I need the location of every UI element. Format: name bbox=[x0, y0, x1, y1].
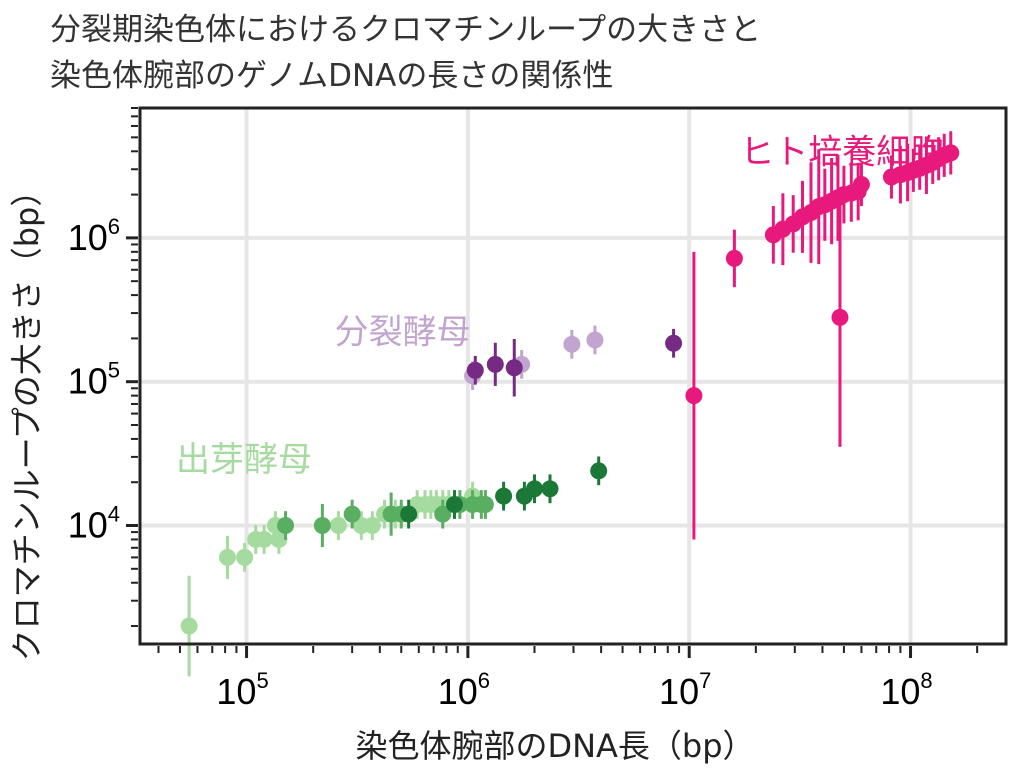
x-tick-label: 108 bbox=[880, 668, 932, 712]
point-marker bbox=[665, 334, 683, 352]
data-point bbox=[831, 187, 849, 447]
data-point bbox=[400, 499, 418, 529]
point-marker bbox=[526, 480, 544, 498]
point-marker bbox=[852, 176, 870, 194]
data-point bbox=[445, 490, 463, 519]
point-marker bbox=[486, 355, 504, 373]
axis-ticks bbox=[126, 107, 979, 658]
data-point bbox=[942, 131, 960, 175]
x-tick-label: 105 bbox=[216, 668, 268, 712]
point-marker bbox=[831, 308, 849, 326]
data-point bbox=[541, 474, 559, 504]
point-marker bbox=[476, 495, 494, 513]
series-annotation: 分裂酵母 bbox=[335, 312, 471, 352]
data-point bbox=[852, 162, 870, 207]
point-marker bbox=[180, 617, 198, 635]
point-marker bbox=[236, 548, 254, 566]
data-point bbox=[586, 325, 604, 355]
point-marker bbox=[563, 335, 581, 353]
data-point bbox=[434, 499, 452, 529]
data-point bbox=[725, 229, 743, 288]
point-marker bbox=[434, 505, 452, 523]
series-annotation: ヒト培養細胞 bbox=[740, 132, 944, 172]
chart-subtitle: 染色体腕部のゲノムDNAの長さの関係性 bbox=[50, 58, 614, 94]
data-point bbox=[180, 575, 198, 677]
data-point bbox=[486, 342, 504, 386]
data-point bbox=[218, 535, 236, 579]
y-tick-label: 104 bbox=[68, 502, 120, 546]
point-marker bbox=[445, 495, 463, 513]
point-marker bbox=[590, 462, 608, 480]
plot-frame bbox=[138, 106, 1008, 646]
data-point bbox=[466, 355, 484, 385]
point-marker bbox=[363, 517, 381, 535]
x-tick-label: 107 bbox=[659, 668, 711, 712]
data-point bbox=[343, 499, 361, 529]
point-marker bbox=[466, 361, 484, 379]
axis-tick-labels: 105 106 107 108 104 105 106 bbox=[68, 214, 933, 712]
point-marker bbox=[329, 517, 347, 535]
point-marker bbox=[255, 530, 273, 548]
point-marker bbox=[270, 530, 288, 548]
y-tick-label: 105 bbox=[68, 358, 120, 402]
series-annotation: 出芽酵母 bbox=[176, 440, 312, 480]
point-marker bbox=[343, 505, 361, 523]
grid-lines bbox=[140, 108, 1006, 644]
point-marker bbox=[725, 249, 743, 267]
point-marker bbox=[495, 487, 513, 505]
data-point bbox=[277, 511, 295, 540]
point-marker bbox=[942, 144, 960, 162]
data-point bbox=[526, 474, 544, 504]
data-point bbox=[505, 338, 523, 397]
point-marker bbox=[685, 387, 703, 405]
data-point bbox=[476, 490, 494, 519]
data-point bbox=[495, 481, 513, 511]
point-marker bbox=[218, 548, 236, 566]
point-marker bbox=[400, 505, 418, 523]
y-tick-label: 106 bbox=[68, 214, 120, 258]
data-point bbox=[255, 525, 273, 554]
point-marker bbox=[505, 359, 523, 377]
x-tick-label: 106 bbox=[438, 668, 490, 712]
x-axis-label: 染色体腕部のDNA長（bp） bbox=[355, 727, 754, 765]
chart-title: 分裂期染色体におけるクロマチンループの大きさと bbox=[50, 12, 762, 48]
point-marker bbox=[586, 331, 604, 349]
data-points bbox=[180, 131, 960, 677]
y-axis-label: クロマチンループの大きさ（bp） bbox=[8, 175, 46, 662]
point-marker bbox=[277, 517, 295, 535]
data-point bbox=[363, 511, 381, 540]
data-point bbox=[590, 456, 608, 486]
data-point bbox=[685, 251, 703, 540]
point-marker bbox=[313, 517, 331, 535]
point-marker bbox=[541, 480, 559, 498]
data-point bbox=[236, 543, 254, 572]
data-point bbox=[563, 329, 581, 359]
data-point bbox=[329, 511, 347, 540]
data-point bbox=[665, 328, 683, 358]
data-point bbox=[313, 503, 331, 548]
